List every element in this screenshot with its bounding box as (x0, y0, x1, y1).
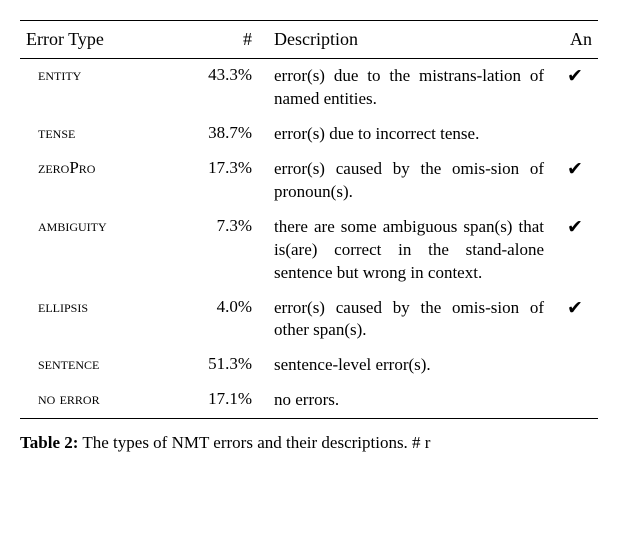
cell-description: no errors. (268, 383, 552, 418)
header-an: An (552, 21, 598, 59)
cell-an: ✔ (552, 291, 598, 349)
cell-description: error(s) due to the mistrans-lation of n… (268, 59, 552, 117)
table-row: zeroPro17.3%error(s) caused by the omis-… (20, 152, 598, 210)
table-row: ambiguity7.3%there are some ambiguous sp… (20, 210, 598, 291)
cell-error-type: ambiguity (20, 210, 174, 291)
header-description: Description (268, 21, 552, 59)
header-error-type: Error Type (20, 21, 174, 59)
cell-percent: 17.3% (174, 152, 268, 210)
cell-description: sentence-level error(s). (268, 348, 552, 383)
table-body: entity43.3%error(s) due to the mistrans-… (20, 59, 598, 419)
table-row: tense38.7%error(s) due to incorrect tens… (20, 117, 598, 152)
caption-text: The types of NMT errors and their descri… (78, 433, 430, 452)
table-row: sentence51.3%sentence-level error(s). (20, 348, 598, 383)
cell-error-type: ellipsis (20, 291, 174, 349)
cell-an (552, 117, 598, 152)
cell-percent: 7.3% (174, 210, 268, 291)
cell-percent: 43.3% (174, 59, 268, 117)
cell-an: ✔ (552, 210, 598, 291)
cell-error-type: zeroPro (20, 152, 174, 210)
cell-description: error(s) caused by the omis-sion of othe… (268, 291, 552, 349)
cell-description: there are some ambiguous span(s) that is… (268, 210, 552, 291)
cell-error-type: tense (20, 117, 174, 152)
table-caption: Table 2: The types of NMT errors and the… (20, 433, 598, 453)
table-row: ellipsis4.0%error(s) caused by the omis-… (20, 291, 598, 349)
cell-error-type: no error (20, 383, 174, 418)
cell-error-type: sentence (20, 348, 174, 383)
table-row: entity43.3%error(s) due to the mistrans-… (20, 59, 598, 117)
caption-label: Table 2: (20, 433, 78, 452)
table-row: no error17.1%no errors. (20, 383, 598, 418)
error-type-table: Error Type # Description An entity43.3%e… (20, 20, 598, 419)
cell-percent: 4.0% (174, 291, 268, 349)
cell-percent: 38.7% (174, 117, 268, 152)
cell-description: error(s) due to incorrect tense. (268, 117, 552, 152)
cell-an (552, 383, 598, 418)
cell-error-type: entity (20, 59, 174, 117)
cell-percent: 17.1% (174, 383, 268, 418)
cell-an: ✔ (552, 59, 598, 117)
cell-description: error(s) caused by the omis-sion of pron… (268, 152, 552, 210)
cell-percent: 51.3% (174, 348, 268, 383)
cell-an: ✔ (552, 152, 598, 210)
cell-an (552, 348, 598, 383)
header-count: # (174, 21, 268, 59)
